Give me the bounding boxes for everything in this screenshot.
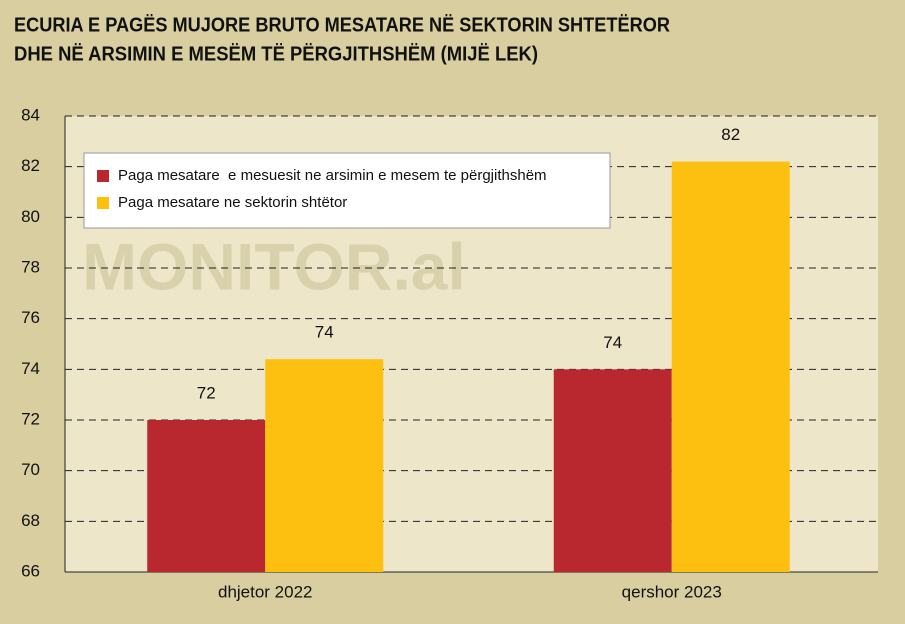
bar	[147, 420, 266, 572]
legend-swatch	[97, 197, 109, 209]
data-label: 74	[315, 323, 334, 342]
y-tick-label: 74	[21, 359, 40, 378]
legend-label: Paga mesatare e mesuesit ne arsimin e me…	[118, 167, 547, 184]
data-label: 72	[197, 383, 216, 402]
data-label: 82	[721, 125, 740, 144]
bar	[265, 359, 384, 572]
y-tick-label: 82	[21, 156, 40, 175]
y-tick-label: 70	[21, 460, 40, 479]
bar	[671, 161, 790, 572]
y-tick-label: 68	[21, 511, 40, 530]
legend-box	[83, 152, 611, 229]
y-tick-label: 66	[21, 561, 40, 580]
data-label: 74	[603, 333, 622, 352]
legend-swatch	[97, 170, 109, 182]
chart-title: DHE NË ARSIMIN E MESËM TË PËRGJITHSHËM (…	[14, 42, 538, 65]
bar	[553, 369, 672, 572]
y-tick-label: 76	[21, 308, 40, 327]
watermark: MONITOR.al	[82, 229, 466, 303]
legend-label: Paga mesatare ne sektorin shtëtor	[118, 194, 347, 211]
x-tick-label: dhjetor 2022	[218, 582, 313, 601]
y-tick-label: 84	[21, 105, 40, 124]
x-tick-label: qershor 2023	[622, 582, 722, 601]
chart-title: ECURIA E PAGËS MUJORE BRUTO MESATARE NË …	[14, 13, 670, 36]
y-tick-label: 80	[21, 207, 40, 226]
y-tick-label: 78	[21, 257, 40, 276]
y-tick-label: 72	[21, 409, 40, 428]
